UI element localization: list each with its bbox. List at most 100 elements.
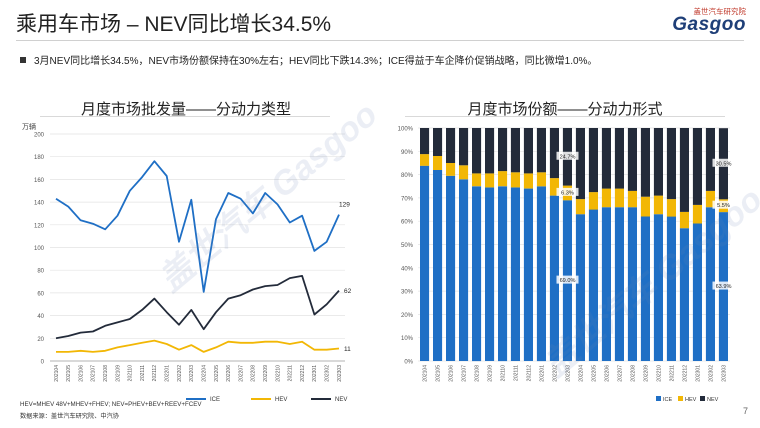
x-tick-label: 202212 <box>682 365 688 382</box>
bar-segment-hev <box>536 172 546 187</box>
bar-segment-nev <box>679 128 689 212</box>
x-tick-label: 202208 <box>630 365 636 382</box>
y-tick-label: 0% <box>404 360 413 366</box>
bar-segment-nev <box>666 128 676 200</box>
x-tick-label: 202210 <box>656 365 662 382</box>
stacked-bar-chart: 0% 10% 20% 30% 40% 50% 60% 70% 80% 90% 100% 202104 2… <box>398 127 735 403</box>
x-tick-label: 202212 <box>300 365 306 382</box>
x-tick-label: 202107 <box>461 365 467 382</box>
x-tick-label: 202110 <box>500 365 506 382</box>
y-tick-label: 100 <box>34 246 45 252</box>
bar-segment-ice <box>627 207 637 361</box>
x-tick-label: 202109 <box>487 365 493 382</box>
data-label-bg <box>556 151 579 160</box>
x-tick-label: 202205 <box>214 365 220 382</box>
bar-segment-nev <box>588 128 598 193</box>
bar-segment-nev <box>498 128 508 172</box>
y-tick-label: 70% <box>401 196 414 202</box>
x-tick-label: 202301 <box>312 365 318 382</box>
bar-segment-nev <box>485 128 495 174</box>
x-tick-label: 202211 <box>288 365 294 382</box>
bar-segment-ice <box>601 207 611 361</box>
bar-segment-nev <box>510 128 520 173</box>
x-tick-label: 202203 <box>189 365 195 382</box>
header-divider <box>16 40 744 41</box>
bar-segment-ice <box>588 209 598 361</box>
legend-swatch-nev <box>700 396 705 401</box>
x-tick-label: 202302 <box>324 365 330 382</box>
page-title: 乘用车市场 – NEV同比增长34.5% <box>16 13 332 36</box>
bar-segment-ice <box>446 175 456 361</box>
x-tick-label: 202111 <box>513 365 519 381</box>
end-label-hev: 11 <box>344 346 351 353</box>
data-label: 69.0% <box>560 278 576 284</box>
bar-segment-ice <box>420 165 430 361</box>
bar-segment-nev <box>549 128 559 179</box>
data-label: 24.7% <box>560 154 576 160</box>
x-tick-label: 202301 <box>695 365 701 382</box>
y-tick-label: 90% <box>401 150 414 156</box>
x-tick-label: 202105 <box>66 365 72 382</box>
x-tick-label: 202303 <box>721 365 727 382</box>
x-tick-label: 202302 <box>708 365 714 382</box>
x-tick-label: 202111 <box>140 365 146 381</box>
bar-segment-hev <box>692 204 702 224</box>
bar-segment-nev <box>433 128 443 156</box>
x-tick-label: 202208 <box>251 365 257 382</box>
data-label-bg <box>712 200 735 209</box>
left-title-rule <box>40 116 330 117</box>
bar-segment-ice <box>523 188 533 361</box>
bar-segment-hev <box>614 188 624 208</box>
bar-segment-ice <box>510 187 520 361</box>
line-chart: 万辆 0 20 40 60 80 100 120 140 160 180 200 202104 20210… <box>22 122 352 403</box>
legend-label-nev: NEV <box>335 397 347 403</box>
series-line-hev <box>56 339 340 353</box>
bar-segment-hev <box>627 190 637 208</box>
y-tick-label: 200 <box>34 133 45 139</box>
logo-wordmark: Gasgoo <box>672 14 746 35</box>
y-tick-label: 140 <box>34 201 45 207</box>
footnote-source: 数据来源：盖世汽车研究院、中汽协 <box>20 413 119 420</box>
x-tick-label: 202112 <box>152 365 158 382</box>
x-tick-label: 202210 <box>275 365 281 382</box>
right-chart-title: 月度市场份额——分动力形式 <box>467 101 663 118</box>
bar-segment-nev <box>653 128 663 196</box>
y-tick-label: 10% <box>401 336 414 342</box>
x-tick-label: 202110 <box>128 365 134 382</box>
data-label: 5.5% <box>717 203 730 209</box>
bar-segment-hev <box>420 154 430 166</box>
summary-text: 3月NEV同比增长34.5%，NEV市场份额保持在30%左右；HEV同比下跌14… <box>34 56 598 67</box>
bar-segment-ice <box>614 207 624 361</box>
bar-segment-nev <box>472 128 482 174</box>
bar-segment-ice <box>575 214 585 361</box>
x-tick-label: 202112 <box>526 365 532 382</box>
data-label-bg <box>712 158 735 167</box>
x-tick-label: 202107 <box>91 365 97 382</box>
y-tick-label: 180 <box>34 155 45 161</box>
x-tick-label: 202204 <box>578 365 584 382</box>
y-tick-label: 60% <box>401 220 414 226</box>
x-tick-label: 202207 <box>238 365 244 382</box>
footnote-definitions: HEV=MHEV 48V+MHEV+FHEV; NEV=PHEV+BEV+REE… <box>20 401 202 408</box>
y-axis-unit-label: 万辆 <box>22 122 36 131</box>
y-tick-label: 40% <box>401 266 414 272</box>
bar-segment-ice <box>679 228 689 361</box>
bar-segment-nev <box>459 128 469 166</box>
y-tick-label: 20 <box>37 337 44 343</box>
x-tick-label: 202201 <box>539 365 545 382</box>
bar-segment-ice <box>549 195 559 361</box>
end-label-nev: 62 <box>344 288 352 295</box>
x-tick-label: 202104 <box>422 365 428 382</box>
legend-label-ice: ICE <box>663 397 673 403</box>
y-tick-label: 100% <box>398 127 414 133</box>
bar-segment-nev <box>575 128 585 200</box>
data-label: 6.3% <box>561 190 574 196</box>
bar-segment-ice <box>459 179 469 361</box>
bar-segment-hev <box>601 188 611 208</box>
bar-segment-hev <box>588 192 598 210</box>
x-tick-label: 202206 <box>226 365 232 382</box>
x-tick-label: 202303 <box>337 365 343 382</box>
series-line-ice <box>55 160 340 293</box>
x-tick-label: 202207 <box>617 365 623 382</box>
y-tick-label: 30% <box>401 290 414 296</box>
